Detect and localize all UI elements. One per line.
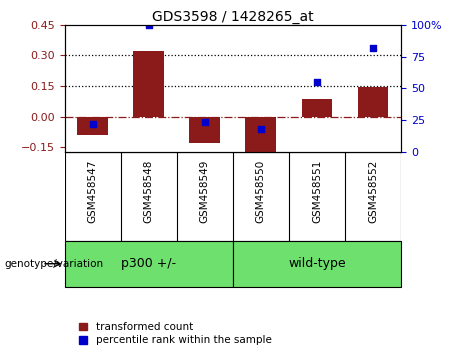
Point — [257, 126, 265, 132]
Bar — [65, 241, 233, 287]
Point — [369, 45, 377, 51]
Bar — [301, 99, 332, 116]
Text: GSM458552: GSM458552 — [368, 159, 378, 223]
Point — [201, 119, 208, 125]
Bar — [77, 116, 108, 135]
Title: GDS3598 / 1428265_at: GDS3598 / 1428265_at — [152, 10, 313, 24]
Point — [89, 121, 96, 127]
Text: GSM458548: GSM458548 — [144, 159, 154, 223]
Bar — [245, 116, 276, 152]
Point — [313, 79, 321, 85]
Bar — [233, 241, 401, 287]
Text: GSM458549: GSM458549 — [200, 159, 210, 223]
Text: genotype/variation: genotype/variation — [5, 259, 104, 269]
Bar — [133, 51, 164, 116]
Text: GSM458550: GSM458550 — [256, 159, 266, 223]
Bar — [189, 116, 220, 143]
Bar — [358, 87, 389, 116]
Text: wild-type: wild-type — [288, 257, 346, 270]
Text: p300 +/-: p300 +/- — [121, 257, 176, 270]
Text: GSM458551: GSM458551 — [312, 159, 322, 223]
Text: GSM458547: GSM458547 — [88, 159, 98, 223]
Legend: transformed count, percentile rank within the sample: transformed count, percentile rank withi… — [79, 322, 272, 345]
Point — [145, 22, 152, 28]
